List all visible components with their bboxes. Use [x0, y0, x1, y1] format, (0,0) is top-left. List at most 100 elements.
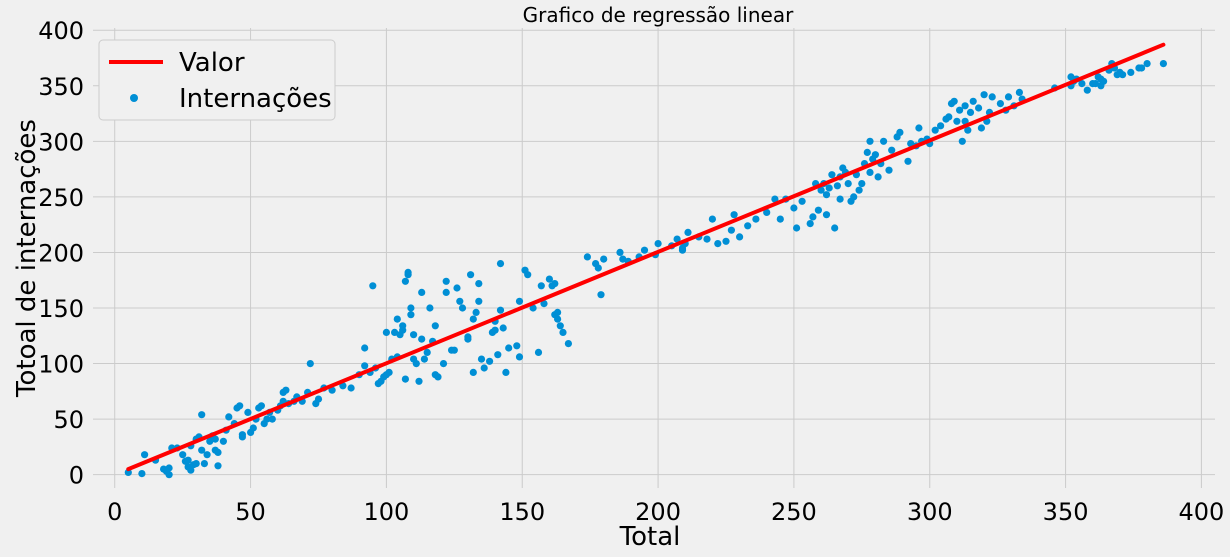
- scatter-point: [467, 271, 475, 279]
- scatter-point: [382, 328, 390, 336]
- scatter-point: [966, 108, 975, 116]
- scatter-point: [958, 137, 966, 145]
- y-tick-label: 200: [38, 239, 84, 267]
- scatter-point: [964, 126, 972, 134]
- scatter-point: [1119, 71, 1127, 79]
- tick-labels: 0 50 100 150 200 250 300 350 400 0 50 100 150 200 250 3…: [38, 17, 1224, 526]
- y-tick-label: 400: [38, 17, 84, 45]
- scatter-point: [263, 415, 271, 423]
- scatter-point: [486, 357, 494, 365]
- scatter-point: [385, 368, 393, 376]
- scatter-point: [559, 328, 567, 336]
- scatter-point: [347, 384, 355, 392]
- scatter-point: [529, 304, 537, 312]
- scatter-point: [442, 277, 450, 285]
- chart-title: Grafico de regressão linear: [523, 3, 794, 27]
- scatter-point: [496, 260, 505, 268]
- scatter-point: [418, 288, 426, 296]
- scatter-point: [249, 424, 257, 432]
- scatter-point: [1083, 86, 1091, 94]
- scatter-point: [537, 282, 545, 290]
- scatter-point: [831, 224, 839, 232]
- scatter-point: [515, 353, 524, 361]
- scatter-point: [434, 373, 442, 381]
- scatter-point: [822, 211, 831, 219]
- scatter-point: [915, 124, 923, 132]
- scatter-point: [426, 304, 434, 312]
- x-tick-label: 250: [771, 498, 817, 526]
- x-tick-label: 100: [363, 498, 409, 526]
- scatter-point: [888, 146, 896, 154]
- scatter-point: [198, 411, 206, 419]
- scatter-point: [198, 446, 206, 454]
- x-tick-label: 300: [907, 498, 953, 526]
- scatter-point: [404, 268, 412, 276]
- scatter-point: [564, 340, 573, 348]
- y-tick-label: 350: [38, 73, 84, 101]
- scatter-point: [494, 351, 502, 359]
- scatter-point: [124, 468, 132, 476]
- scatter-point: [866, 168, 874, 176]
- scatter-point: [138, 470, 146, 478]
- y-tick-label: 50: [53, 406, 84, 434]
- scatter-point: [469, 368, 477, 376]
- scatter-point: [450, 346, 458, 354]
- y-tick-label: 150: [38, 295, 84, 323]
- scatter-point: [554, 315, 562, 323]
- scatter-point: [798, 197, 806, 205]
- scatter-point: [863, 148, 871, 156]
- scatter-point: [410, 331, 418, 339]
- scatter-point: [937, 122, 945, 130]
- scatter-point: [817, 186, 825, 194]
- scatter-point: [469, 315, 477, 323]
- scatter-point: [1100, 77, 1108, 85]
- scatter-point: [703, 235, 711, 243]
- scatter-point: [412, 360, 420, 368]
- x-tick-label: 0: [107, 498, 122, 526]
- scatter-point: [179, 451, 187, 459]
- scatter-point: [513, 342, 521, 350]
- scatter-point: [953, 117, 961, 125]
- scatter-point: [885, 166, 893, 174]
- scatter-point: [475, 297, 483, 305]
- scatter-point: [165, 464, 173, 472]
- scatter-point: [871, 151, 880, 159]
- scatter-point: [806, 220, 814, 228]
- scatter-point: [1015, 88, 1024, 96]
- regression-line: [126, 42, 1166, 472]
- scatter-point: [407, 311, 415, 319]
- scatter-point: [268, 415, 276, 423]
- scatter-point: [752, 215, 760, 223]
- scatter-point: [187, 466, 195, 474]
- scatter-point: [456, 297, 464, 305]
- x-tick-label: 150: [499, 498, 545, 526]
- scatter-point: [836, 195, 844, 203]
- scatter-point: [874, 173, 882, 181]
- scatter-point: [458, 304, 467, 312]
- x-tick-label: 400: [1179, 498, 1225, 526]
- scatter-point: [640, 246, 649, 254]
- scatter-point: [776, 215, 784, 223]
- scatter-point: [828, 171, 836, 179]
- scatter-point: [499, 324, 507, 332]
- scatter-point: [858, 180, 866, 188]
- y-axis-label: Totoal de internações: [12, 119, 42, 398]
- legend-dot-marker: [130, 94, 138, 102]
- scatter-point: [583, 253, 592, 261]
- scatter-point: [708, 215, 717, 223]
- scatter-point: [866, 137, 874, 145]
- scatter-point: [477, 355, 486, 363]
- scatter-point: [809, 213, 817, 221]
- scatter-point: [1127, 68, 1135, 76]
- scatter-point: [825, 184, 833, 192]
- scatter-point: [244, 408, 252, 416]
- scatter-point: [225, 413, 233, 421]
- scatter-point: [502, 368, 510, 376]
- y-tick-label: 0: [69, 462, 84, 490]
- scatter-point: [399, 326, 407, 334]
- scatter-point: [423, 348, 431, 356]
- scatter-point: [736, 233, 744, 241]
- scatter-point: [654, 240, 662, 248]
- scatter-point: [439, 360, 448, 368]
